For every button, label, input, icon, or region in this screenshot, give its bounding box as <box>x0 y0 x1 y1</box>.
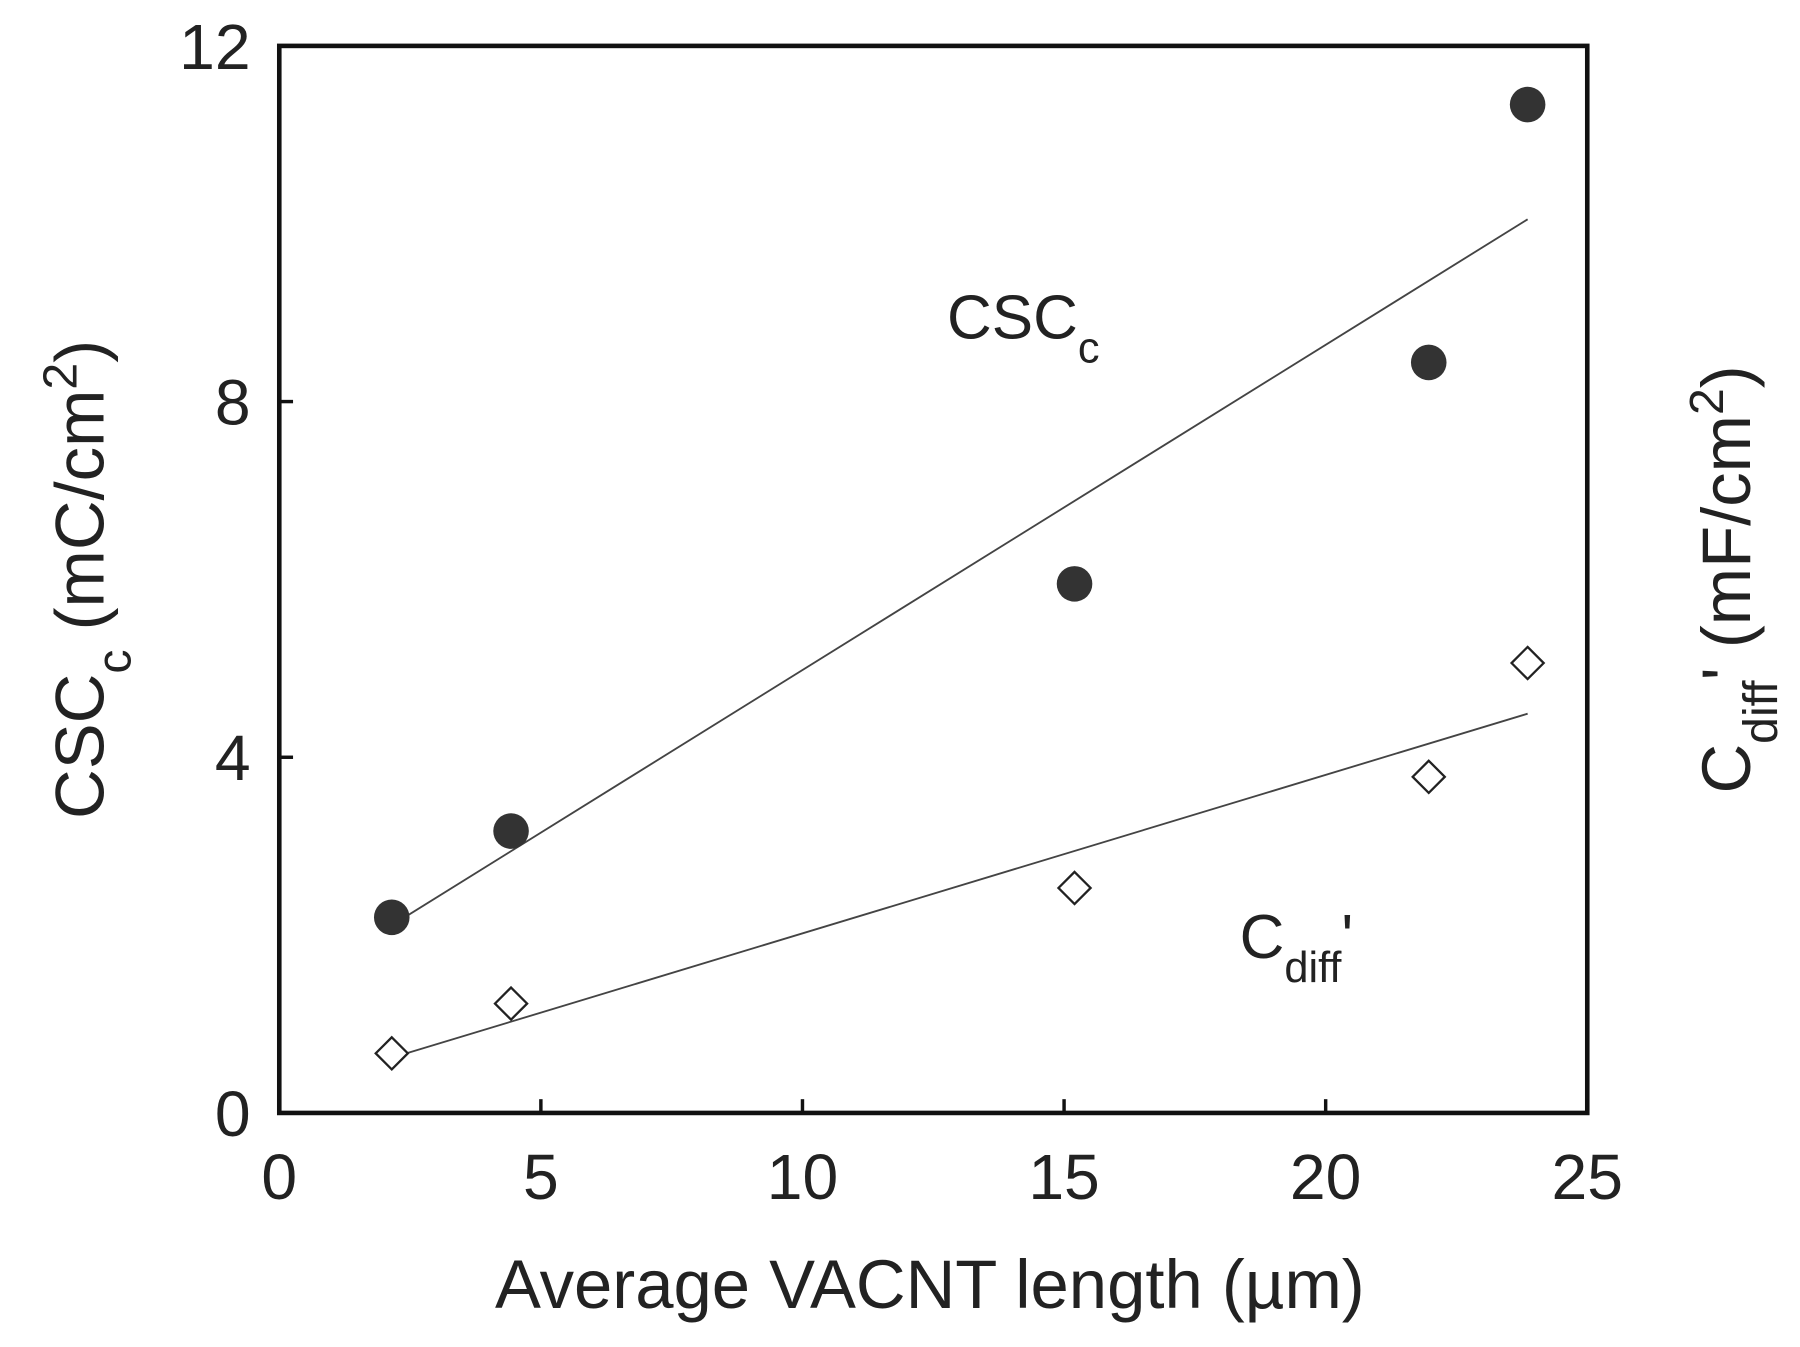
y-tick-label: 0 <box>215 1078 251 1150</box>
series-label: CSCc <box>947 283 1099 372</box>
label-part: 2 <box>34 363 88 390</box>
y-axis-title: CSCc (mC/cm2) <box>34 340 142 819</box>
point <box>493 985 529 1022</box>
label-part: ' (mF/cm <box>1688 415 1765 680</box>
label-part: ) <box>42 340 119 363</box>
label-part: CSC <box>947 283 1078 352</box>
point <box>1509 86 1546 123</box>
y2-axis-title: Cdiff' (mF/cm2) <box>1680 365 1788 793</box>
label-part: C <box>1240 903 1285 972</box>
y-tick-label: 8 <box>215 367 251 439</box>
fit-line <box>391 712 1528 1059</box>
fit-line <box>391 218 1529 927</box>
point <box>374 1035 410 1072</box>
y-tick-label: 12 <box>179 11 250 83</box>
point <box>1410 344 1447 381</box>
x-tick-label: 20 <box>1290 1141 1361 1213</box>
label-part: ) <box>1688 365 1765 388</box>
x-axis-title: Average VACNT length (µm) <box>495 1246 1365 1323</box>
label-part: (mC/cm <box>42 390 119 650</box>
label-part: 2 <box>1680 388 1734 415</box>
point <box>1056 870 1093 906</box>
x-tick-label: 15 <box>1028 1141 1099 1213</box>
point <box>493 813 529 849</box>
x-tick-label: 10 <box>767 1141 838 1213</box>
label-part: diff <box>1734 680 1788 744</box>
point <box>1411 759 1447 795</box>
point <box>1056 566 1093 602</box>
x-tick-label: 25 <box>1552 1141 1623 1213</box>
point <box>1509 645 1546 681</box>
label-part: C <box>1688 744 1765 794</box>
point <box>373 899 410 936</box>
label-part: ' <box>1341 903 1353 972</box>
label-part: diff <box>1284 944 1342 992</box>
label-part: CSC <box>42 674 119 819</box>
label-part: c <box>88 650 142 674</box>
x-tick-label: 5 <box>523 1141 559 1213</box>
plot-frame <box>276 43 1590 1116</box>
x-tick-label: 0 <box>261 1141 297 1213</box>
label-part: c <box>1078 324 1100 372</box>
series-label: Cdiff' <box>1240 903 1354 992</box>
y-tick-label: 4 <box>215 722 251 794</box>
